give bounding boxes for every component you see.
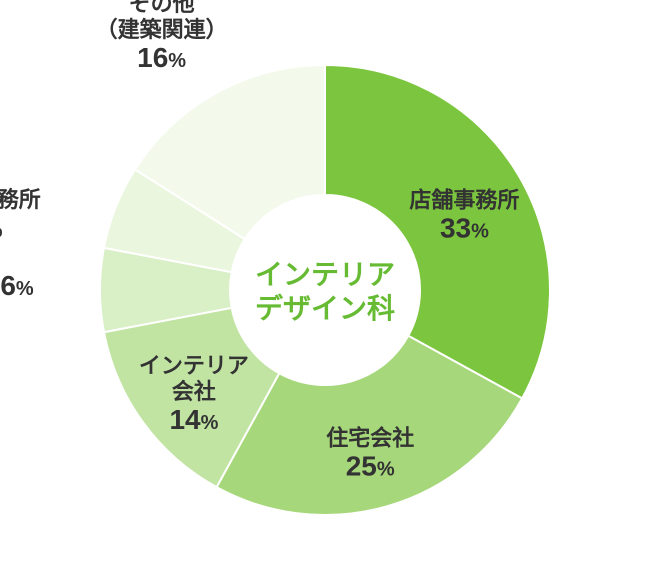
slice-label-4: 設計事務所6% (0, 187, 41, 243)
donut-hole (230, 195, 420, 385)
slice-label-3: 建設会社6% (0, 270, 34, 301)
slice-label-5: その他（建築関連）16% (96, 0, 228, 73)
donut-chart: インテリアデザイン科店舗事務所33%住宅会社25%インテリア会社14%建設会社6… (0, 0, 650, 580)
